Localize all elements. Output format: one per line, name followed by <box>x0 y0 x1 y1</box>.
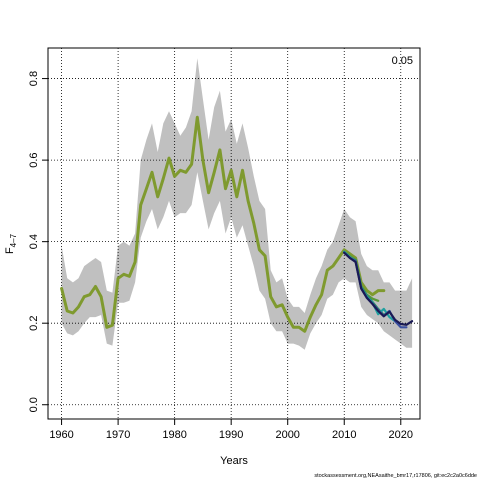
plot-frame <box>47 47 421 420</box>
series-line-1 <box>60 115 386 333</box>
y-axis: 0.0 0.2 0.4 0.6 0.8 <box>28 71 48 412</box>
series-line-6 <box>343 251 414 326</box>
x-tick-label-2000: 2000 <box>275 429 299 441</box>
y-tick-label-0: 0.0 <box>28 397 40 412</box>
y-tick-label-4: 0.8 <box>28 71 40 86</box>
x-tick-label-2010: 2010 <box>332 429 356 441</box>
x-tick-label-1980: 1980 <box>162 429 186 441</box>
x-tick-label-1960: 1960 <box>49 429 73 441</box>
x-tick-label-2020: 2020 <box>389 429 413 441</box>
y-axis-title-main: F <box>4 247 16 254</box>
gridlines <box>48 48 420 419</box>
x-tick-label-1990: 1990 <box>219 429 243 441</box>
y-tick-label-2: 0.4 <box>28 234 40 249</box>
y-tick-label-1: 0.2 <box>28 316 40 331</box>
series-lines <box>60 115 414 333</box>
x-tick-label-1970: 1970 <box>106 429 130 441</box>
source-footer: stockassessment.org,NEAsaithe_bmr17,r178… <box>314 473 477 479</box>
x-axis: 1960 1970 1980 1990 2000 2010 2020 <box>49 419 413 441</box>
y-tick-label-3: 0.6 <box>28 152 40 167</box>
y-axis-title-subscript: 4–7 <box>9 233 18 247</box>
y-axis-title: F4–7 <box>4 233 18 254</box>
x-axis-title: Years <box>220 455 248 467</box>
corner-label: 0.05 <box>392 55 413 67</box>
